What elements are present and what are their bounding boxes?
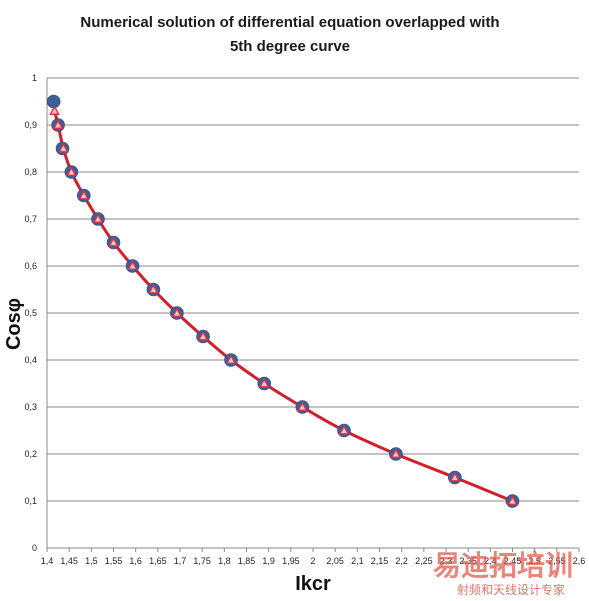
x-axis-label: Ikcr (295, 573, 331, 595)
data-point-triangle (390, 448, 402, 459)
x-tick-label: 2,3 (440, 556, 453, 566)
x-tick-label: 2,6 (573, 556, 586, 566)
x-tick-label: 2,1 (351, 556, 364, 566)
watermark-main: 易迪拓培训 (433, 549, 573, 582)
x-tick-label: 1,7 (174, 556, 187, 566)
data-point-triangle (78, 189, 90, 200)
data-point-triangle (49, 105, 60, 115)
y-tick-label: 0,4 (24, 355, 37, 365)
data-point-triangle (338, 424, 350, 435)
data-point-circle (46, 94, 61, 109)
data-point-triangle (296, 401, 308, 412)
y-tick-label: 1 (32, 73, 37, 83)
watermark-sub: 射频和天线设计专家 (457, 582, 565, 597)
data-point-triangle (449, 471, 461, 482)
x-tick-label: 1,95 (282, 556, 300, 566)
fit-curve (53, 110, 514, 503)
x-tick-label: 2 (310, 556, 315, 566)
data-point-triangle (197, 330, 209, 341)
chart-title: Numerical solution of differential equat… (80, 14, 499, 31)
x-tick-label: 2,05 (326, 556, 344, 566)
chart-subtitle: 5th degree curve (230, 38, 350, 55)
x-tick-labels: 1,4 1,45 1,5 1,55 1,6 1,65 1,7 1,75 1,8 1,85 1,9 1,… (41, 556, 586, 566)
x-tick-label: 2,45 (504, 556, 522, 566)
y-tick-labels: 0 0,1 0,2 0,3 0,4 0,5 0,6 0,7 0,8 0,9 1 (24, 73, 37, 553)
x-tick-label: 1,45 (60, 556, 78, 566)
axes (46, 78, 580, 552)
y-axis-label: Cosφ (3, 298, 25, 350)
data-point-triangle (127, 260, 138, 271)
x-tick-label: 1,65 (149, 556, 167, 566)
watermark: 易迪拓培训 射频和天线设计专家 (433, 549, 573, 597)
y-tick-label: 0,5 (24, 308, 37, 318)
x-tick-label: 2,15 (371, 556, 389, 566)
y-tick-label: 0 (32, 543, 37, 553)
data-point-triangle (225, 354, 237, 365)
y-tick-label: 0,8 (24, 167, 37, 177)
x-tick-label: 1,8 (218, 556, 231, 566)
x-tick-label: 2,2 (395, 556, 408, 566)
data-point-triangle (258, 377, 270, 388)
x-tick-label: 1,6 (129, 556, 142, 566)
y-tick-label: 0,1 (24, 496, 37, 506)
numerical-solution-series (46, 94, 520, 508)
y-tick-label: 0,9 (24, 120, 37, 130)
x-tick-label: 2,35 (459, 556, 477, 566)
x-tick-label: 2,25 (415, 556, 433, 566)
y-tick-label: 0,2 (24, 449, 37, 459)
data-point-triangle (92, 213, 104, 224)
data-point-triangle (65, 166, 77, 177)
y-tick-label: 0,3 (24, 402, 37, 412)
data-point-triangle (108, 236, 119, 247)
x-tick-label: 1,85 (238, 556, 256, 566)
data-point-triangle (148, 283, 159, 294)
data-point-triangle (507, 495, 518, 506)
y-tick-label: 0,6 (24, 261, 37, 271)
data-point-triangle (58, 142, 69, 153)
x-tick-label: 1,9 (262, 556, 275, 566)
x-tick-label: 1,75 (193, 556, 211, 566)
data-point-triangle (52, 119, 64, 130)
polynomial-points-series (49, 105, 518, 506)
x-tick-label: 2,4 (484, 556, 497, 566)
x-tick-label: 2,5 (528, 556, 541, 566)
x-tick-label: 1,5 (85, 556, 98, 566)
x-tick-label: 1,55 (105, 556, 123, 566)
y-tick-label: 0,7 (24, 214, 37, 224)
x-tick-label: 2,55 (548, 556, 566, 566)
fit-curve-series (53, 110, 514, 503)
data-point-triangle (171, 307, 183, 318)
x-tick-label: 1,4 (41, 556, 54, 566)
grid (47, 77, 579, 502)
